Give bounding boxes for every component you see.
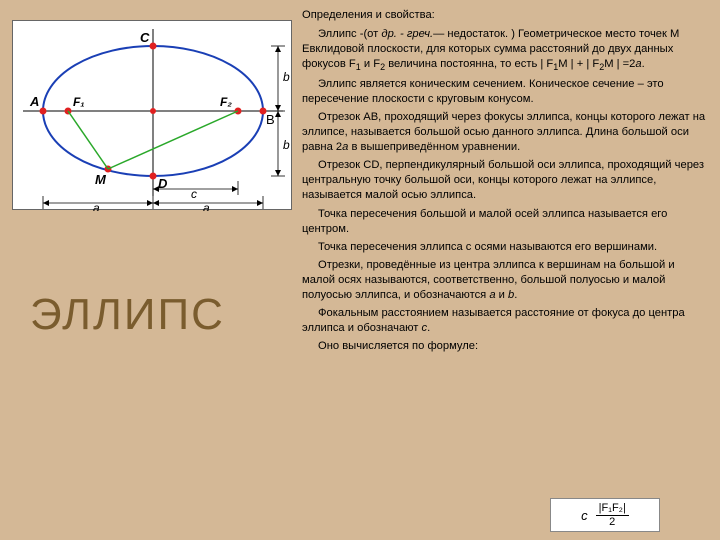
definition-text: Определения и свойства: Эллипс -(от др. … (302, 8, 710, 358)
para-4: Отрезок CD, перпендикулярный большой оси… (302, 158, 710, 203)
svg-text:B: B (266, 112, 275, 127)
para-1: Эллипс -(от др. - греч.— недостаток. ) Г… (302, 27, 710, 74)
para-8: Фокальным расстоянием называется расстоя… (302, 306, 710, 336)
para-2: Эллипс является коническим сечением. Кон… (302, 77, 710, 107)
para-6: Точка пересечения эллипса с осями называ… (302, 240, 710, 255)
svg-text:c: c (191, 187, 197, 201)
ellipse-diagram: A B C D F₁ F₂ M a a c b b (12, 20, 292, 210)
para-3: Отрезок АВ, проходящий через фокусы элли… (302, 110, 710, 155)
svg-text:D: D (158, 176, 168, 191)
formula-fraction: |F₁F₂| 2 (596, 502, 629, 529)
svg-text:F₁: F₁ (73, 95, 85, 109)
heading: Определения и свойства: (302, 8, 710, 23)
para-7: Отрезки, проведённые из центра эллипса к… (302, 258, 710, 303)
svg-text:a: a (203, 201, 210, 211)
para-9: Оно вычисляется по формуле: (302, 339, 710, 354)
svg-text:C: C (140, 30, 150, 45)
formula-lhs: c (581, 508, 588, 523)
page-title: ЭЛЛИПС (30, 290, 225, 340)
svg-text:A: A (29, 94, 39, 109)
svg-text:b: b (283, 138, 290, 152)
svg-text:b: b (283, 70, 290, 84)
diagram-svg: A B C D F₁ F₂ M a a c b b (13, 21, 293, 211)
focal-formula: c |F₁F₂| 2 (550, 498, 660, 532)
svg-text:M: M (95, 172, 107, 187)
svg-text:F₂: F₂ (220, 95, 232, 109)
para-5: Точка пересечения большой и малой осей э… (302, 207, 710, 237)
svg-text:a: a (93, 201, 100, 211)
